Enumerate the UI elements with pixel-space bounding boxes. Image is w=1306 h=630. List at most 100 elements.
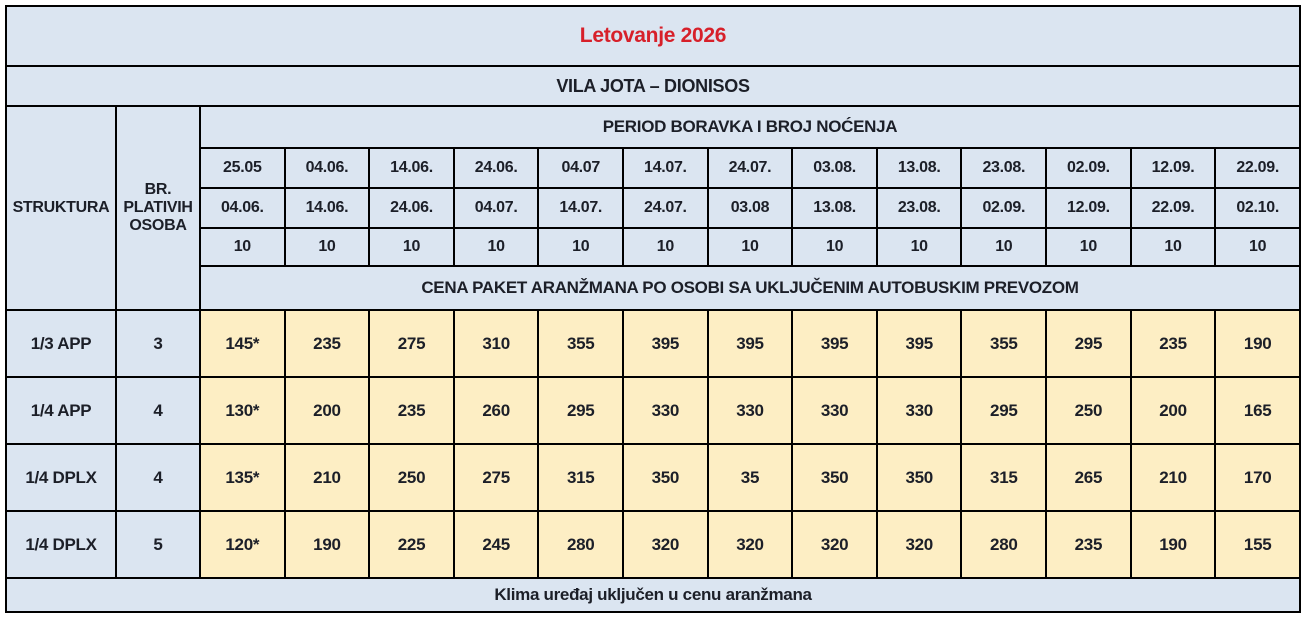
price-table: Letovanje 2026 VILA JOTA – DIONISOS STRU… — [5, 5, 1301, 613]
date-to-cell: 23.08. — [875, 187, 963, 229]
price-cell: 350 — [622, 443, 709, 512]
price-cell: 235 — [283, 309, 371, 378]
price-cell: 315 — [537, 443, 625, 512]
title-row: Letovanje 2026 — [5, 5, 1301, 67]
period-header-row: STRUKTURA BR. PLATIVIH OSOBA PERIOD BORA… — [5, 105, 1301, 311]
price-cell: 295 — [1045, 309, 1132, 378]
nights-cell: 10 — [1045, 227, 1132, 267]
price-cell: 395 — [706, 309, 794, 378]
price-cell: 295 — [960, 376, 1048, 445]
price-cell: 395 — [622, 309, 709, 378]
date-from-cell: 04.06. — [283, 147, 371, 189]
persons-header: BR. PLATIVIH OSOBA — [115, 105, 201, 311]
price-cell: 350 — [791, 443, 878, 512]
price-cell: 200 — [1129, 376, 1217, 445]
price-cell: 315 — [960, 443, 1048, 512]
persons-cell: 4 — [115, 376, 201, 445]
date-to-cell: 14.07. — [537, 187, 625, 229]
price-cell: 245 — [452, 510, 540, 579]
price-cell: 320 — [622, 510, 709, 579]
price-cell: 295 — [537, 376, 625, 445]
date-to-cell: 12.09. — [1045, 187, 1132, 229]
nights-cell: 10 — [537, 227, 625, 267]
price-cell: 310 — [452, 309, 540, 378]
date-from-cell: 14.06. — [368, 147, 455, 189]
date-from-cell: 25.05 — [199, 147, 286, 189]
price-cell: 250 — [1045, 376, 1132, 445]
price-cell: 320 — [791, 510, 878, 579]
nights-cell: 10 — [706, 227, 794, 267]
price-cell: 330 — [875, 376, 963, 445]
price-header-row: CENA PAKET ARANŽMANA PO OSOBI SA UKLJUČE… — [6, 265, 1301, 311]
price-cell: 35 — [706, 443, 794, 512]
price-cell: 265 — [1045, 443, 1132, 512]
footer-note: Klima uređaj uključen u cenu aranžmana — [5, 577, 1301, 613]
price-cell: 275 — [368, 309, 455, 378]
nights-cell: 10 — [791, 227, 878, 267]
nights-cell: 10 — [368, 227, 455, 267]
date-to-cell: 02.10. — [1214, 187, 1301, 229]
nights-cell: 10 — [622, 227, 709, 267]
price-cell: 320 — [706, 510, 794, 579]
date-from-cell: 14.07. — [622, 147, 709, 189]
date-to-cell: 22.09. — [1129, 187, 1217, 229]
price-cell: 200 — [283, 376, 371, 445]
price-cell: 280 — [537, 510, 625, 579]
price-cell: 210 — [1129, 443, 1217, 512]
date-to-cell: 04.07. — [452, 187, 540, 229]
date-to-cell: 24.07. — [622, 187, 709, 229]
date-from-cell: 23.08. — [960, 147, 1048, 189]
price-cell: 250 — [368, 443, 455, 512]
struktura-cell: 1/4 APP — [5, 376, 117, 445]
persons-cell: 3 — [115, 309, 201, 378]
price-cell: 155 — [1214, 510, 1301, 579]
nights-cell: 10 — [1129, 227, 1217, 267]
struktura-header: STRUKTURA — [5, 105, 117, 311]
nights-cell: 10 — [875, 227, 963, 267]
price-cell: 395 — [875, 309, 963, 378]
price-cell: 330 — [791, 376, 878, 445]
price-cell: 225 — [368, 510, 455, 579]
price-cell: 395 — [791, 309, 878, 378]
price-row: 1/4 APP 4 130* 200 235 260 295 330 330 330 330 29… — [5, 376, 1301, 445]
date-from-cell: 03.08. — [791, 147, 878, 189]
nights-cell: 10 — [960, 227, 1048, 267]
price-row: 1/3 APP 3 145* 235 275 310 355 395 395 395 395 35… — [5, 309, 1301, 378]
price-cell: 120* — [199, 510, 286, 579]
date-to-cell: 04.06. — [199, 187, 286, 229]
price-cell: 130* — [199, 376, 286, 445]
price-cell: 260 — [452, 376, 540, 445]
date-from-cell: 24.06. — [452, 147, 540, 189]
date-to-cell: 14.06. — [283, 187, 371, 229]
struktura-cell: 1/4 DPLX — [5, 510, 117, 579]
price-row: 1/4 DPLX 5 120* 190 225 245 280 320 320 320 320 2… — [5, 510, 1301, 579]
date-from-cell: 02.09. — [1045, 147, 1132, 189]
struktura-cell: 1/4 DPLX — [5, 443, 117, 512]
price-cell: 355 — [960, 309, 1048, 378]
price-cell: 235 — [1129, 309, 1217, 378]
date-to-cell: 03.08 — [706, 187, 794, 229]
price-cell: 330 — [706, 376, 794, 445]
price-cell: 145* — [199, 309, 286, 378]
price-cell: 190 — [1214, 309, 1301, 378]
price-cell: 235 — [1045, 510, 1132, 579]
nights-cell: 10 — [199, 227, 286, 267]
price-cell: 210 — [283, 443, 371, 512]
price-cell: 355 — [537, 309, 625, 378]
date-to-cell: 24.06. — [368, 187, 455, 229]
date-to-cell: 02.09. — [960, 187, 1048, 229]
nights-row: 10 10 10 10 10 10 10 10 10 10 10 10 10 — [6, 227, 1301, 267]
persons-cell: 5 — [115, 510, 201, 579]
price-cell: 170 — [1214, 443, 1301, 512]
price-row: 1/4 DPLX 4 135* 210 250 275 315 350 35 350 350 31… — [5, 443, 1301, 512]
price-cell: 330 — [622, 376, 709, 445]
nights-cell: 10 — [452, 227, 540, 267]
subtitle-row: VILA JOTA – DIONISOS — [5, 65, 1301, 107]
period-header: PERIOD BORAVKA I BROJ NOĆENJA — [199, 105, 1301, 149]
price-cell: 235 — [368, 376, 455, 445]
price-cell: 190 — [1129, 510, 1217, 579]
footer-row: Klima uređaj uključen u cenu aranžmana — [5, 577, 1301, 613]
date-from-cell: 13.08. — [875, 147, 963, 189]
nights-cell: 10 — [1214, 227, 1301, 267]
date-from-cell: 24.07. — [706, 147, 794, 189]
